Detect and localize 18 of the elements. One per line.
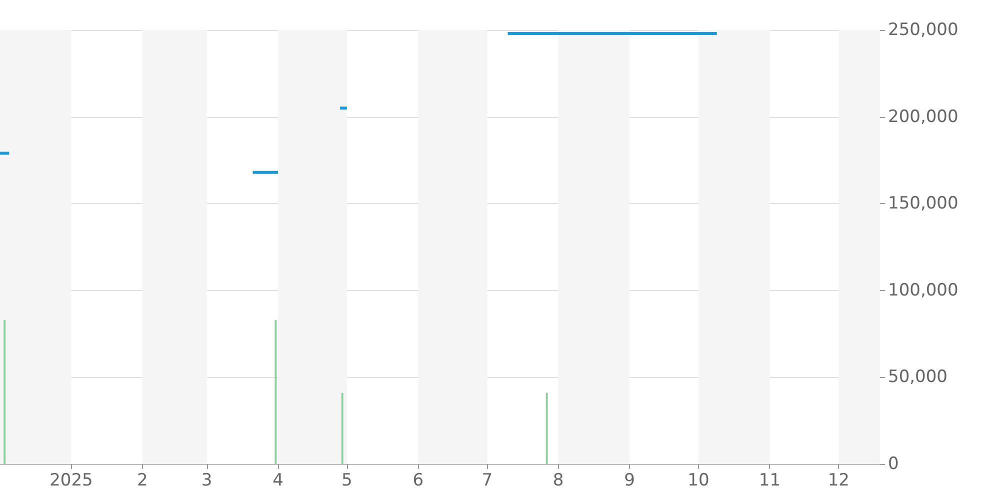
x-tick-label: 3 [201, 470, 212, 490]
x-tick-label: 12 [828, 470, 850, 490]
y-tick-label: 200,000 [888, 106, 958, 127]
y-tick-label: 0 [888, 454, 899, 474]
x-tick-label: 6 [412, 470, 424, 490]
y-tick-label: 150,000 [888, 194, 958, 214]
x-tick-label: 9 [624, 470, 635, 490]
x-tick-label: 5 [342, 470, 352, 490]
y-tick-label: 100,000 [888, 280, 958, 300]
x-tick-label: 4 [272, 470, 284, 490]
y-tick-label: 250,000 [888, 20, 958, 40]
x-tick-label: 11 [758, 470, 781, 490]
y-tick-label: 50,000 [888, 367, 948, 388]
x-tick-label: 8 [552, 470, 564, 490]
x-tick-label: 2 [137, 470, 148, 490]
x-tick-label: 2025 [50, 470, 93, 490]
x-tick-label: 7 [482, 470, 493, 490]
x-tick-label: 10 [688, 470, 710, 490]
